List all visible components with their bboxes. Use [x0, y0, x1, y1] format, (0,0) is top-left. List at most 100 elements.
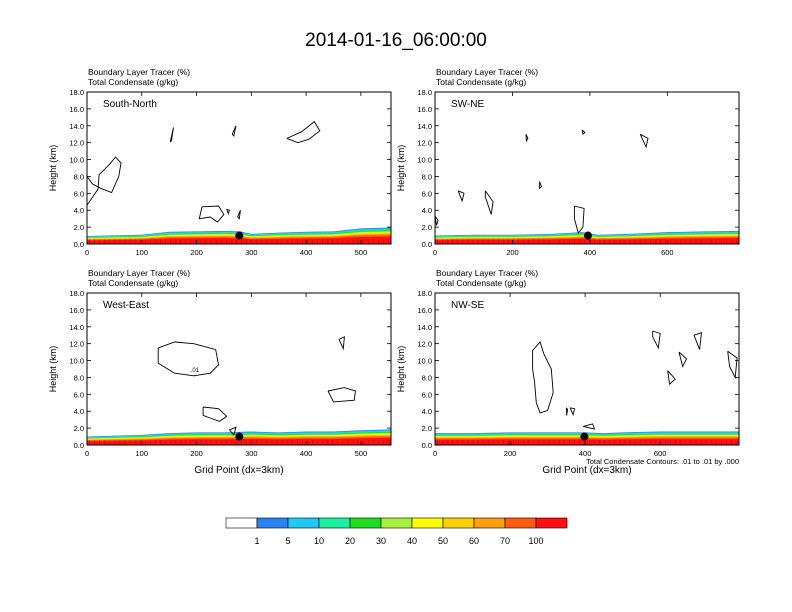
y-tick-label: 12.0: [69, 340, 84, 349]
condensate-contour: [565, 407, 568, 416]
y-tick-label: 14.0: [417, 122, 432, 131]
colorbar-label: 40: [407, 536, 417, 546]
figure-title: 2014-01-16_06:00:00: [305, 30, 487, 51]
colorbar-label: 1: [254, 536, 259, 546]
contour-label: .01: [191, 368, 200, 374]
y-tick-label: 8.0: [74, 172, 84, 181]
condensate-contour: [237, 210, 241, 220]
panel-label: South-North: [103, 99, 157, 110]
y-tick-label: 2.0: [422, 424, 432, 433]
colorbar-label: 100: [528, 536, 543, 546]
condensate-contour: [525, 134, 529, 143]
location-marker: [583, 231, 592, 240]
condensate-contour: [169, 127, 174, 143]
y-tick-label: 6.0: [74, 390, 84, 399]
x-tick-label: 0: [433, 449, 437, 458]
y-tick-label: 0.0: [74, 441, 84, 450]
panel-label: West-East: [103, 300, 149, 311]
colorbar-label: 10: [314, 536, 324, 546]
x-tick-label: 600: [661, 248, 674, 257]
condensate-contour: [86, 156, 122, 206]
condensate-contour: [652, 330, 661, 350]
y-tick-label: 12.0: [417, 340, 432, 349]
x-tick-label: 300: [245, 248, 258, 257]
plot-frame: [86, 292, 392, 446]
y-tick-label: 6.0: [422, 390, 432, 399]
panel-header-line: Total Condensate (g/kg): [436, 77, 526, 87]
panel-south-north: Boundary Layer Tracer (%)Total Condensat…: [48, 67, 392, 257]
x-tick-label: 500: [355, 449, 368, 458]
colorbar-swatch: [225, 517, 258, 529]
panel-header-line: Total Condensate (g/kg): [88, 278, 178, 288]
x-tick-label: 400: [300, 248, 313, 257]
y-tick-label: 12.0: [417, 139, 432, 148]
panel-header-line: Boundary Layer Tracer (%): [88, 67, 190, 77]
y-tick-label: 4.0: [74, 206, 84, 215]
panel-west-east: Boundary Layer Tracer (%)Total Condensat…: [48, 268, 392, 476]
panels-group: Boundary Layer Tracer (%)Total Condensat…: [48, 67, 740, 476]
y-axis-label: Height (km): [48, 145, 58, 192]
colorbar-swatch: [504, 517, 537, 529]
y-tick-label: 4.0: [422, 407, 432, 416]
condensate-contour: [327, 387, 356, 403]
colorbar: 1 5 10 20 30 40 50 60 70 100: [225, 517, 568, 546]
colorbar-label: 50: [438, 536, 448, 546]
y-tick-label: 10.0: [69, 156, 84, 165]
panel-header-line: Total Condensate (g/kg): [88, 77, 178, 87]
y-tick-label: 14.0: [417, 323, 432, 332]
y-tick-label: 18.0: [417, 289, 432, 298]
plot-frame: [86, 91, 392, 245]
x-tick-label: 600: [654, 449, 667, 458]
y-tick-label: 2.0: [422, 223, 432, 232]
panel-label: SW-NE: [451, 99, 484, 110]
x-tick-label: 0: [85, 248, 89, 257]
y-tick-label: 14.0: [69, 323, 84, 332]
y-tick-label: 8.0: [422, 172, 432, 181]
colorbar-swatch: [349, 517, 382, 529]
tracer-band: [87, 236, 391, 244]
x-tick-label: 0: [433, 248, 437, 257]
condensate-contour: [338, 336, 345, 351]
condensate-contour: [569, 407, 576, 416]
x-tick-label: 200: [190, 248, 203, 257]
colorbar-swatch: [287, 517, 320, 529]
x-tick-label: 100: [136, 449, 149, 458]
x-tick-label: 200: [190, 449, 203, 458]
y-tick-label: 16.0: [69, 105, 84, 114]
condensate-contour: [667, 370, 676, 386]
condensate-contour: [532, 341, 554, 414]
x-tick-label: 300: [245, 449, 258, 458]
x-tick-label: 200: [504, 449, 517, 458]
panel-sw-ne: Boundary Layer Tracer (%)Total Condensat…: [396, 67, 740, 257]
location-marker: [235, 231, 244, 240]
condensate-contour: [226, 208, 230, 215]
panel-header-line: Boundary Layer Tracer (%): [88, 268, 190, 278]
y-tick-label: 16.0: [417, 306, 432, 315]
condensate-contour: [157, 341, 219, 377]
y-tick-label: 12.0: [69, 139, 84, 148]
y-tick-label: 10.0: [417, 357, 432, 366]
panel-label: NW-SE: [451, 300, 484, 311]
plot-frame: [434, 91, 740, 245]
condensate-contour: [573, 205, 585, 234]
condensate-contour: [457, 190, 465, 203]
condensate-contour: [727, 350, 738, 379]
contour-footnote: Total Condensate Contours: .01 to .01 by…: [586, 457, 739, 466]
condensate-contour: [231, 125, 237, 137]
y-tick-label: 0.0: [422, 441, 432, 450]
x-tick-label: 400: [300, 449, 313, 458]
y-tick-label: 10.0: [69, 357, 84, 366]
tracer-band: [435, 238, 739, 244]
colorbar-label: 5: [285, 536, 290, 546]
colorbar-swatch: [380, 517, 413, 529]
colorbar-label: 70: [500, 536, 510, 546]
y-axis-label: Height (km): [48, 346, 58, 393]
y-tick-label: 18.0: [69, 289, 84, 298]
y-axis-label: Height (km): [396, 145, 406, 192]
panel-header-line: Boundary Layer Tracer (%): [436, 268, 538, 278]
plot-frame: [434, 292, 740, 446]
colorbar-swatch: [442, 517, 475, 529]
condensate-contour: [484, 190, 494, 215]
colorbar-swatch: [473, 517, 506, 529]
